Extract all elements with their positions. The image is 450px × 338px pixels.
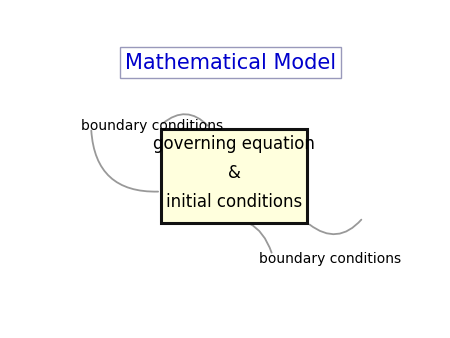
Text: boundary conditions: boundary conditions <box>81 119 223 134</box>
Text: boundary conditions: boundary conditions <box>258 252 400 266</box>
Text: governing equation
&
initial conditions: governing equation & initial conditions <box>153 135 315 212</box>
FancyBboxPatch shape <box>161 129 307 223</box>
Text: Mathematical Model: Mathematical Model <box>125 53 336 73</box>
